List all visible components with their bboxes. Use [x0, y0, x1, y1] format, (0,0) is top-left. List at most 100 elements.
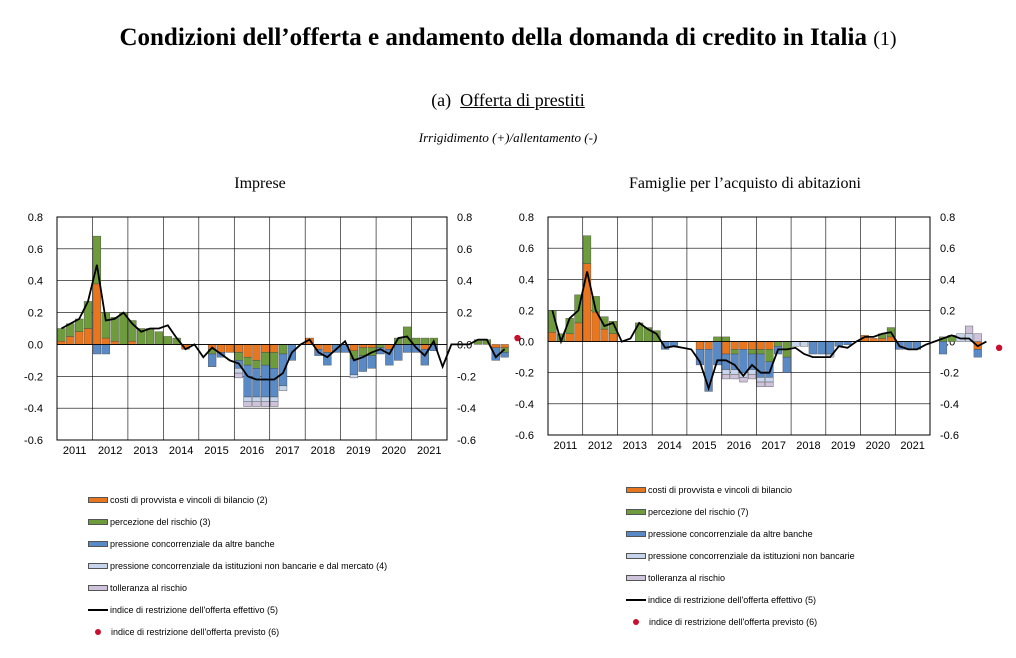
legend-item-pressione_banche: pressione concorrenziale da altre banche: [626, 529, 813, 539]
y-tick-label-left: 0.8: [519, 212, 534, 224]
bar-pressione_non_bancarie: [721, 369, 731, 375]
legend-dot-swatch: [633, 619, 639, 625]
legend-label: tolleranza al rischio: [648, 573, 726, 583]
legend-label: percezione del rischio (7): [648, 507, 749, 517]
bar-rischio: [278, 344, 288, 355]
bar-costi: [225, 344, 234, 353]
bar-tolleranza: [261, 401, 270, 407]
y-tick-label-right: 0.6: [940, 243, 955, 255]
bar-costi: [83, 328, 93, 345]
legend-label: indice di restrizione dell'offerta previ…: [649, 617, 818, 627]
x-tick-label: 2020: [382, 445, 406, 457]
bar-pressione_banche: [973, 349, 982, 358]
bar-tolleranza: [270, 401, 279, 407]
panel-heading: (a) Offerta di prestiti: [0, 90, 1016, 111]
bar-tolleranza: [721, 374, 731, 380]
x-tick-label: 2019: [346, 445, 370, 457]
bar-costi: [721, 341, 731, 355]
y-tick-label-right: -0.2: [940, 368, 959, 380]
legend-item-tolleranza: tolleranza al rischio: [88, 583, 187, 593]
legend-label: indice di restrizione dell'offerta effet…: [648, 595, 816, 605]
bar-pressione_banche: [243, 364, 252, 398]
y-tick-label-left: -0.2: [515, 368, 534, 380]
legend-item-pressione_non_bancarie: pressione concorrenziale da istituzioni …: [626, 551, 855, 561]
y-tick-label-right: 0.8: [940, 212, 955, 224]
bar-pressione_non_bancarie: [730, 369, 739, 375]
bar-pressione_non_bancarie: [252, 396, 261, 402]
chart-imprese: 0.8 0.8 0.6 0.6 0.4 0.4 0.2 0.2 0.0 0.0 -0.2 -0.2 -0…: [24, 212, 521, 457]
y-tick-label-left: 0.0: [28, 339, 43, 351]
legend-item-costi: costi di provvista e vincoli di bilancio…: [88, 495, 268, 505]
bar-rischio: [376, 344, 385, 348]
legend-label: pressione concorrenziale da altre banche: [648, 529, 813, 539]
chart-caption: Irrigidimento (+)/allentamento (-): [418, 130, 598, 145]
bar-pressione_banche: [402, 344, 412, 353]
legend-item-forecast: indice di restrizione dell'offerta previ…: [88, 627, 279, 637]
bar-tolleranza: [973, 333, 982, 342]
y-tick-label-left: 0.2: [519, 305, 534, 317]
bar-pressione_non_bancarie: [800, 341, 809, 347]
chart-title-imprese: Imprese: [234, 175, 286, 192]
bar-costi: [128, 341, 137, 345]
legend-swatch: [626, 575, 646, 581]
y-tick-label-right: -0.6: [940, 430, 959, 442]
y-tick-label-left: 0.4: [519, 274, 534, 286]
bar-rischio: [128, 320, 137, 342]
legend-line-swatch: [626, 599, 646, 601]
legend-label: pressione concorrenziale da istituzioni …: [110, 561, 388, 571]
bar-rischio: [270, 352, 279, 369]
legend-line-swatch: [88, 609, 108, 611]
bar-costi: [234, 344, 243, 353]
x-tick-label: 2019: [831, 440, 855, 452]
bar-pressione_banche: [808, 341, 817, 355]
bar-rischio: [730, 349, 739, 355]
legend-dot-swatch: [95, 629, 101, 635]
y-tick-label-left: -0.6: [515, 430, 534, 442]
legend-label: indice di restrizione dell'offerta previ…: [111, 627, 280, 637]
bar-costi: [358, 344, 367, 348]
bar-pressione_banche: [358, 355, 367, 372]
bar-costi: [869, 338, 878, 342]
bar-pressione_non_bancarie: [791, 341, 800, 347]
bar-rischio: [154, 331, 164, 345]
bar-costi: [420, 344, 429, 350]
bar-pressione_non_bancarie: [278, 385, 288, 391]
bar-pressione_banche: [782, 356, 791, 373]
bar-costi: [367, 344, 376, 348]
bar-costi: [243, 344, 252, 358]
x-tick-label: 2021: [900, 440, 924, 452]
y-tick-label-right: 0.2: [457, 308, 472, 320]
y-tick-label-left: 0.8: [28, 212, 43, 224]
index-line: [60, 264, 506, 381]
legend-item-index-line: indice di restrizione dell'offerta effet…: [626, 595, 816, 605]
bar-tolleranza: [730, 374, 739, 380]
bar-rischio: [234, 352, 243, 361]
bar-rischio: [243, 356, 252, 366]
bar-costi: [261, 344, 270, 353]
y-tick-label-left: 0.6: [28, 244, 43, 256]
y-tick-label-left: 0.4: [28, 276, 43, 288]
bar-tolleranza: [965, 325, 974, 334]
bar-rischio: [721, 336, 731, 342]
index-line: [551, 271, 987, 392]
page-title-note: (1): [873, 28, 897, 50]
bar-pressione_banche: [420, 349, 429, 366]
bar-rischio: [774, 341, 783, 347]
bar-pressione_non_bancarie: [765, 377, 774, 383]
legend-label: tolleranza al rischio: [110, 583, 188, 593]
bar-rischio: [756, 349, 765, 355]
y-tick-label-left: -0.2: [24, 371, 43, 383]
y-tick-label-right: 0.2: [940, 305, 955, 317]
bar-costi: [252, 344, 261, 361]
x-tick-label: 2017: [761, 440, 785, 452]
bar-pressione_banche: [252, 368, 261, 398]
bar-rischio: [261, 352, 270, 366]
bar-pressione_banche: [938, 341, 948, 355]
bar-rischio: [57, 328, 66, 342]
bar-pressione_banche: [367, 355, 376, 369]
legend-item-pressione_banche: pressione concorrenziale da altre banche: [88, 539, 275, 549]
bar-pressione_non_bancarie: [747, 369, 757, 375]
bar-tolleranza: [739, 377, 748, 383]
x-tick-label: 2016: [727, 440, 751, 452]
legend-swatch: [626, 553, 646, 559]
